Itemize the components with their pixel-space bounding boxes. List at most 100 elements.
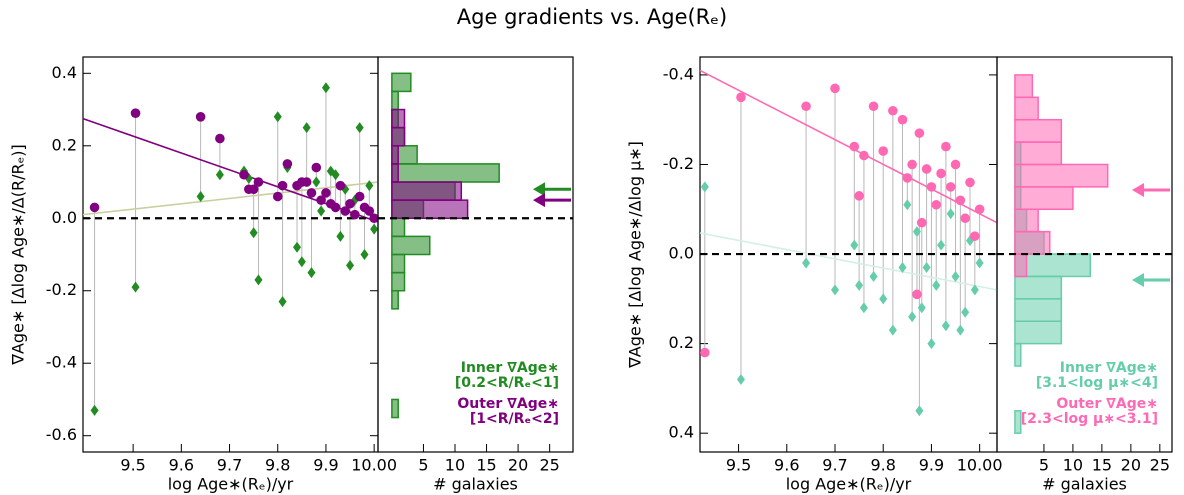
hist-bar bbox=[1014, 253, 1028, 278]
x-tick-label: 10 bbox=[1063, 456, 1083, 475]
x-tick-label: 9.5 bbox=[726, 456, 751, 475]
point bbox=[321, 188, 331, 198]
x-tick-label: 9.8 bbox=[870, 456, 895, 475]
hist-bar bbox=[391, 199, 469, 220]
point bbox=[946, 208, 955, 220]
point bbox=[801, 101, 811, 112]
legend-range: [0.2<R/Rₑ<1] bbox=[455, 375, 559, 391]
point bbox=[960, 213, 970, 224]
x-tick-label: 9.5 bbox=[120, 456, 145, 475]
hist-bar bbox=[391, 90, 399, 111]
point bbox=[131, 281, 140, 293]
point bbox=[297, 256, 306, 268]
y-tick-label: -0.2 bbox=[46, 280, 77, 299]
point bbox=[922, 261, 931, 273]
point bbox=[302, 122, 311, 134]
point bbox=[937, 239, 946, 251]
legend-name: Inner ∇Age∗ bbox=[461, 360, 559, 376]
point bbox=[311, 162, 322, 173]
point bbox=[278, 296, 287, 308]
point bbox=[196, 191, 205, 203]
point bbox=[316, 195, 326, 205]
legend-range: [3.1<log μ∗<4] bbox=[1036, 375, 1158, 391]
point bbox=[195, 111, 206, 122]
point bbox=[970, 231, 980, 241]
hist-bar bbox=[1014, 74, 1034, 99]
hist-bar bbox=[391, 72, 412, 93]
point bbox=[854, 191, 864, 201]
x-axis-label: # galaxies bbox=[433, 475, 518, 494]
point bbox=[700, 347, 710, 358]
point bbox=[927, 338, 936, 350]
hist-bar bbox=[1014, 410, 1022, 434]
point bbox=[130, 108, 141, 118]
x-tick-label: 10.00 bbox=[957, 456, 1003, 475]
y-tick-label: 0.0 bbox=[52, 208, 77, 227]
hist-bar bbox=[1014, 186, 1074, 211]
point bbox=[365, 180, 374, 192]
point bbox=[345, 198, 355, 209]
point bbox=[903, 199, 912, 211]
point bbox=[215, 133, 225, 144]
legend-range: [1<R/Rₑ<2] bbox=[470, 411, 559, 427]
point bbox=[974, 204, 985, 215]
legend-name: Outer ∇Age∗ bbox=[1056, 396, 1158, 412]
point bbox=[914, 128, 925, 138]
axes-frame bbox=[82, 56, 379, 453]
point bbox=[355, 122, 364, 134]
point bbox=[850, 239, 859, 251]
hist-bar bbox=[391, 289, 399, 310]
point bbox=[956, 324, 965, 336]
hist-bar bbox=[1014, 208, 1039, 233]
point bbox=[970, 284, 979, 296]
y-tick-label: 0.2 bbox=[669, 333, 694, 352]
x-tick-label: 10.00 bbox=[351, 456, 397, 475]
point bbox=[370, 223, 379, 235]
x-tick-label: 9.6 bbox=[169, 456, 194, 475]
x-tick-label: 9.7 bbox=[822, 456, 847, 475]
hist-bar bbox=[1014, 118, 1063, 143]
point bbox=[301, 177, 312, 187]
point bbox=[248, 184, 259, 195]
point bbox=[350, 209, 360, 220]
x-axis-label: log Age∗(Rₑ)/yr bbox=[786, 475, 912, 494]
point bbox=[932, 279, 941, 291]
fit-line bbox=[82, 181, 379, 216]
point bbox=[879, 293, 888, 305]
point bbox=[331, 169, 340, 181]
point bbox=[869, 270, 878, 282]
point bbox=[802, 257, 811, 269]
axes-frame bbox=[996, 56, 1173, 453]
y-tick-label: 0.4 bbox=[669, 423, 694, 442]
hist-bar bbox=[1014, 96, 1039, 121]
point bbox=[912, 289, 922, 300]
median-arrowhead bbox=[1132, 183, 1144, 198]
point bbox=[945, 182, 956, 192]
hist-bar bbox=[1014, 275, 1063, 300]
point bbox=[215, 169, 224, 181]
hist-bar bbox=[1014, 230, 1051, 255]
point bbox=[902, 173, 913, 183]
y-tick-label: 0.0 bbox=[669, 244, 694, 263]
point bbox=[346, 259, 355, 271]
fit-line bbox=[699, 232, 998, 291]
point bbox=[354, 191, 365, 202]
point bbox=[736, 92, 746, 103]
point bbox=[254, 274, 263, 286]
figure-title: Age gradients vs. Age(Rₑ) bbox=[457, 5, 727, 29]
legend-range: [2.3<log μ∗<3.1] bbox=[1021, 411, 1158, 427]
point bbox=[931, 199, 942, 210]
y-tick-label: 0.4 bbox=[52, 63, 77, 82]
x-tick-label: 5 bbox=[418, 456, 428, 475]
point bbox=[936, 168, 946, 179]
x-tick-label: 9.6 bbox=[774, 456, 799, 475]
legend-name: Inner ∇Age∗ bbox=[1060, 360, 1158, 376]
x-tick-label: 9.9 bbox=[919, 456, 944, 475]
point bbox=[272, 191, 283, 202]
point bbox=[907, 159, 917, 170]
hist-bar bbox=[391, 163, 399, 183]
point bbox=[306, 188, 317, 198]
x-tick-label: 15 bbox=[476, 456, 496, 475]
hist-bar bbox=[1014, 298, 1063, 322]
